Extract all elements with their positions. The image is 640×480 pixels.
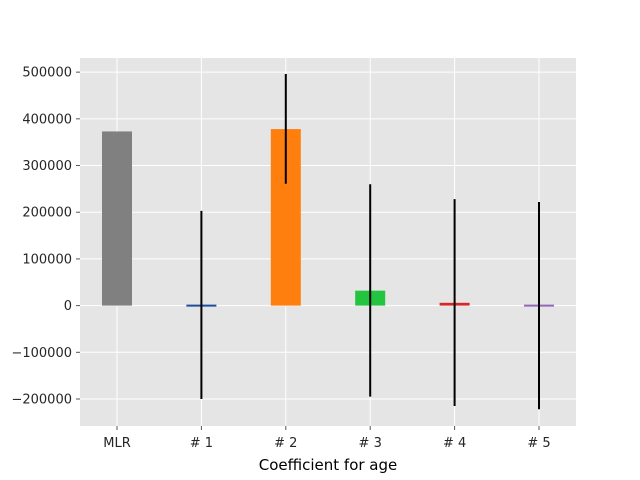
- y-tick-label: 100000: [22, 252, 72, 267]
- x-axis-label: Coefficient for age: [259, 456, 398, 474]
- x-tick-label: # 3: [359, 436, 382, 451]
- x-tick-label: MLR: [103, 436, 131, 451]
- y-tick-label: 400000: [22, 112, 72, 127]
- y-tick-label: 200000: [22, 206, 72, 221]
- bar: [102, 131, 132, 306]
- x-axis-ticks: MLR # 1 # 2 # 3 # 4 # 5: [103, 426, 551, 451]
- x-tick-label: # 1: [190, 436, 213, 451]
- y-axis-ticks: 500000 400000 300000 200000 100000 0 −100000 −2…: [11, 66, 80, 408]
- y-tick-label: −200000: [11, 393, 72, 408]
- x-tick-label: # 2: [274, 436, 297, 451]
- x-tick-label: # 4: [443, 436, 466, 451]
- error-bar-layer: [200, 74, 540, 410]
- bar-layer: [102, 129, 554, 307]
- y-tick-label: 500000: [22, 66, 72, 81]
- y-tick-label: −100000: [11, 346, 72, 361]
- y-tick-label: 0: [64, 299, 72, 314]
- x-tick-label: # 5: [527, 436, 550, 451]
- y-tick-label: 300000: [22, 159, 72, 174]
- plot-background: [80, 58, 576, 426]
